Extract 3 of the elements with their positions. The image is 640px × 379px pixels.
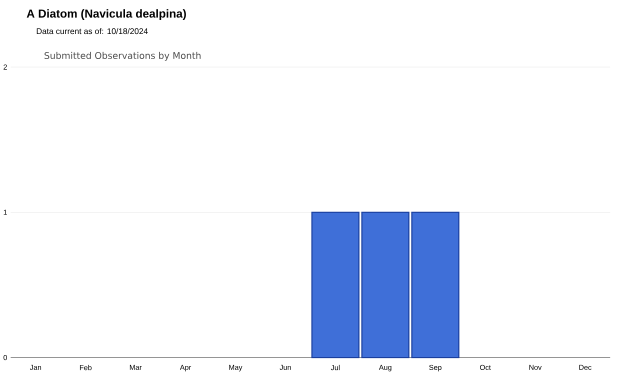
chart-title: A Diatom (Navicula dealpina) — [26, 9, 186, 20]
chart-subtitle: Data current as of: 10/18/2024 — [36, 28, 148, 34]
text: Submitted Observations by Month — [44, 52, 201, 61]
